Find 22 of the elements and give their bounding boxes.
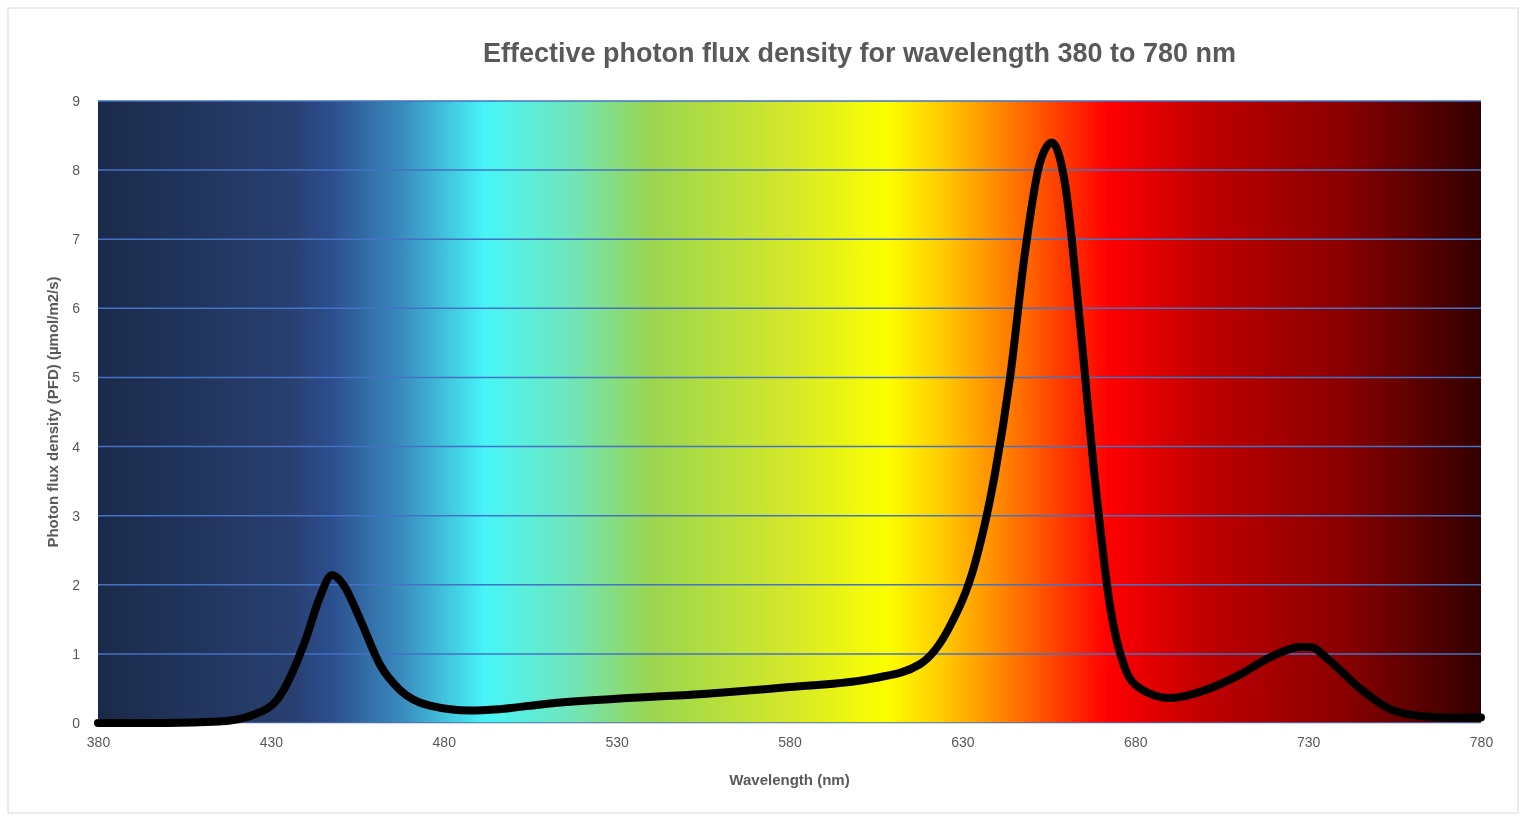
x-tick-label: 480 — [432, 733, 457, 750]
y-tick-label: 4 — [72, 438, 81, 455]
y-axis-title: Photon flux density (PFD) (µmol/m2/s) — [44, 276, 61, 548]
y-tick-label: 8 — [72, 162, 81, 179]
y-tick-label: 0 — [72, 714, 81, 731]
x-tick-label: 730 — [1296, 733, 1321, 750]
x-axis-title: Wavelength (nm) — [729, 771, 850, 788]
x-tick-label: 780 — [1469, 733, 1494, 750]
y-tick-label: 6 — [72, 300, 81, 317]
x-tick-label: 630 — [951, 733, 975, 750]
y-tick-label: 5 — [72, 369, 81, 386]
y-tick-label: 7 — [72, 231, 81, 248]
x-tick-label: 580 — [778, 733, 802, 750]
x-tick-label: 680 — [1124, 733, 1148, 750]
x-tick-label: 430 — [259, 733, 284, 750]
x-tick-label: 530 — [605, 733, 630, 750]
y-tick-label: 3 — [72, 507, 81, 524]
x-tick-label: 380 — [86, 733, 111, 750]
y-tick-label: 1 — [72, 645, 81, 662]
y-tick-label: 2 — [72, 576, 81, 593]
y-tick-label: 9 — [72, 92, 81, 109]
chart-title: Effective photon flux density for wavelength 380 to 780 nm — [482, 38, 1237, 68]
